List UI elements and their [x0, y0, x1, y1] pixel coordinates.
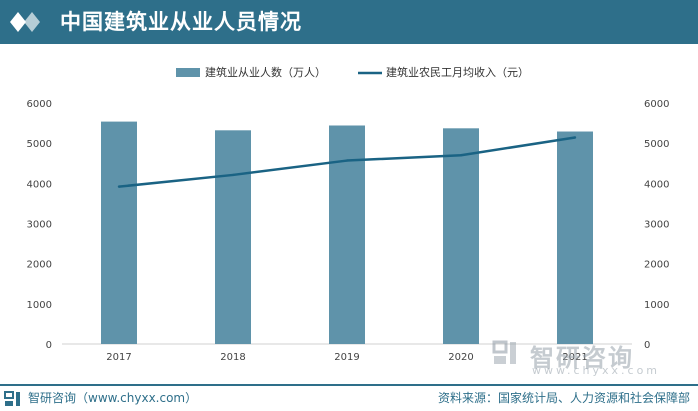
y-right-tick-label: 4000	[644, 179, 669, 190]
line-point	[345, 159, 349, 162]
page-title: 中国建筑业从业人员情况	[60, 10, 302, 34]
x-tick-label: 2018	[220, 352, 245, 363]
y-left-tick-label: 5000	[27, 139, 52, 150]
y-right-tick-label: 2000	[644, 260, 669, 271]
y-right-tick-label: 3000	[644, 220, 669, 231]
line-point	[231, 173, 235, 177]
y-right-tick-label: 5000	[644, 139, 669, 150]
diamond-icon	[10, 12, 40, 32]
brand-logo-icon	[4, 391, 20, 406]
y-left-tick-label: 1000	[27, 300, 52, 311]
x-tick-label: 2019	[334, 352, 359, 363]
bar	[329, 125, 365, 344]
y-left-tick-label: 4000	[27, 179, 52, 190]
bar	[215, 130, 251, 344]
legend-label-line: 建筑业农民工月均收入（元）	[386, 65, 529, 79]
legend-label-bar: 建筑业从业人数（万人）	[205, 65, 326, 79]
bar	[557, 131, 593, 344]
y-left-tick-label: 6000	[27, 99, 52, 110]
y-right-tick-label: 1000	[644, 300, 669, 311]
bar	[443, 128, 479, 344]
x-tick-label: 2021	[562, 352, 587, 363]
footer: 智研咨询（www.chyxx.com） 资料来源：国家统计局、人力资源和社会保障…	[0, 384, 698, 411]
line-point	[459, 154, 463, 157]
x-tick-label: 2020	[448, 352, 473, 363]
x-tick-label: 2017	[106, 352, 131, 363]
y-left-tick-label: 2000	[27, 260, 52, 271]
title-bar: 中国建筑业从业人员情况	[0, 0, 698, 44]
footer-source: 资料来源：国家统计局、人力资源和社会保障部	[437, 391, 690, 405]
line-point	[117, 185, 121, 188]
y-left-tick-label: 3000	[27, 220, 52, 231]
y-left-tick-label: 0	[46, 340, 52, 351]
footer-brand: 智研咨询（www.chyxx.com）	[28, 391, 198, 405]
y-right-tick-label: 6000	[644, 99, 669, 110]
line-point	[573, 136, 577, 139]
legend-swatch-bar	[176, 68, 200, 77]
chart: 0 1000 2000 3000 4000 5000 6000 0 1000 2000 3000 40…	[27, 65, 670, 363]
y-right-tick-label: 0	[644, 340, 650, 351]
bar	[101, 121, 137, 344]
